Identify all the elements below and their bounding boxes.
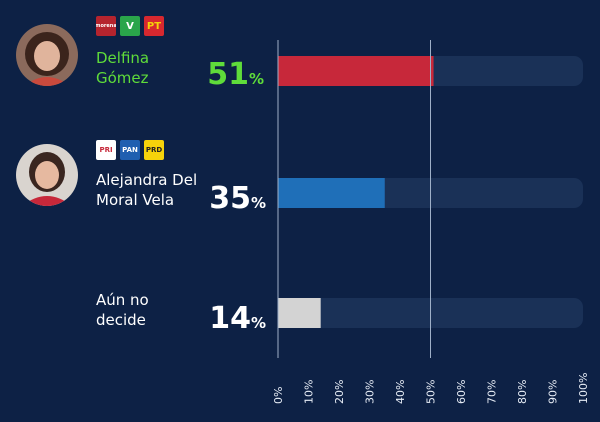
candidate-name-delfina: Delfina Gómez (96, 48, 216, 88)
candidate-name-line2: decide (96, 311, 146, 329)
bar-3 (278, 298, 321, 328)
avatar-alejandra-del-moral (16, 144, 78, 206)
x-tick-label: 100% (577, 373, 590, 404)
x-tick-label: 20% (333, 380, 346, 404)
value-label-delfina: 51% (204, 60, 264, 94)
candidate-name-line1: Aún no (96, 291, 149, 309)
value-label-alejandra: 35% (206, 184, 266, 218)
value-label-undecided: 14% (206, 304, 266, 338)
value-number: 51 (207, 57, 249, 92)
candidate-name-alejandra: Alejandra Del Moral Vela (96, 170, 216, 210)
prd-logo-icon: PRD (144, 140, 164, 160)
bar-1 (278, 56, 434, 86)
value-unit: % (248, 70, 264, 88)
pri-logo-icon: PRI (96, 140, 116, 160)
candidate-name-line2: Gómez (96, 69, 149, 87)
morena-logo-icon: morena (96, 16, 116, 36)
candidate-name-undecided: Aún no decide (96, 290, 216, 330)
value-unit: % (250, 314, 266, 332)
x-tick-label: 80% (516, 380, 529, 404)
pt-logo-icon: PT (144, 16, 164, 36)
value-unit: % (250, 194, 266, 212)
pvem-logo-icon: V (120, 16, 140, 36)
x-tick-label: 30% (364, 380, 377, 404)
pan-logo-icon: PAN (120, 140, 140, 160)
x-tick-label: 40% (394, 380, 407, 404)
candidate-name-line1: Alejandra Del (96, 171, 198, 189)
candidate-name-line1: Delfina (96, 49, 150, 67)
candidate-name-line2: Moral Vela (96, 191, 175, 209)
x-tick-label: 10% (303, 380, 316, 404)
value-number: 35 (209, 181, 251, 216)
x-tick-label: 50% (425, 380, 438, 404)
x-tick-label: 70% (486, 380, 499, 404)
value-number: 14 (209, 301, 251, 336)
bar-2 (278, 178, 385, 208)
avatar-delfina-gomez (16, 24, 78, 86)
x-tick-label: 0% (272, 387, 285, 404)
party-logos-alejandra: PRI PAN PRD (96, 140, 164, 160)
party-logos-delfina: morena V PT (96, 16, 164, 36)
x-tick-label: 60% (455, 380, 468, 404)
x-tick-label: 90% (547, 380, 560, 404)
